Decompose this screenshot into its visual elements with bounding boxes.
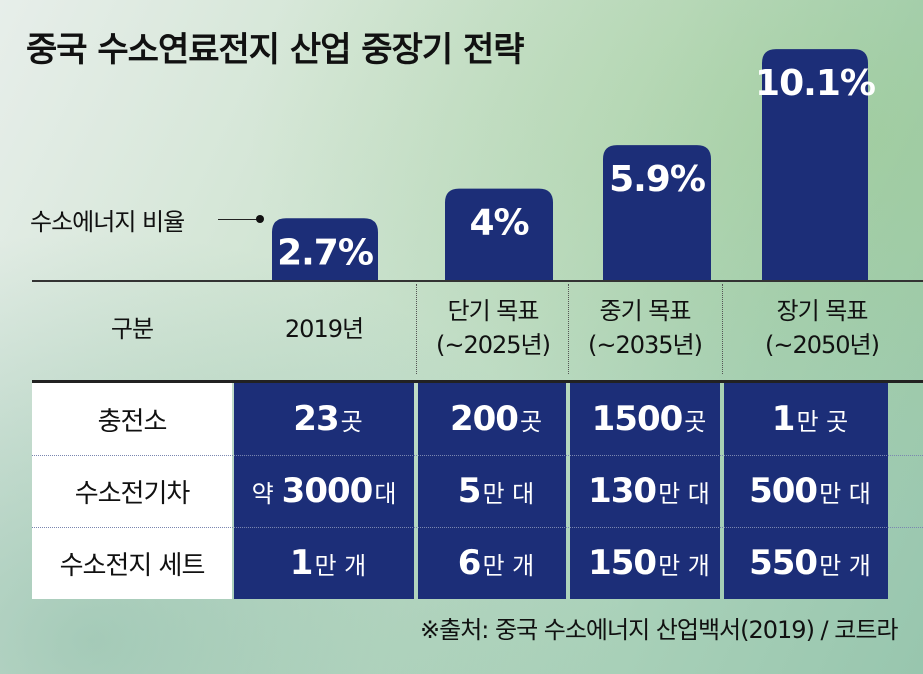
chart-title: 중국 수소연료전지 산업 중장기 전략 bbox=[26, 30, 525, 70]
cell-number: 550 bbox=[749, 543, 818, 583]
row-separator bbox=[32, 455, 923, 456]
cell-number: 1 bbox=[771, 399, 796, 439]
row-label-charging-stations: 충전소 bbox=[32, 383, 232, 455]
bar-1 bbox=[445, 188, 553, 280]
bar-value-label: 4% bbox=[469, 203, 528, 244]
bar-value-label: 5.9% bbox=[609, 159, 705, 200]
cell-number: 150 bbox=[588, 543, 657, 583]
row-label-fuel-cell-sets: 수소전지 세트 bbox=[32, 527, 232, 599]
cell-unit: 만 대 bbox=[482, 479, 535, 508]
cell-unit: 만 개 bbox=[482, 551, 535, 580]
cell-unit: 대 bbox=[374, 479, 397, 508]
header-label: 구분 bbox=[110, 315, 154, 343]
header-col-2019: 2019년 bbox=[234, 294, 414, 346]
bar-value-label: 2.7% bbox=[277, 232, 373, 273]
header-col-mid: 중기 목표 (~2035년) bbox=[570, 294, 720, 362]
bar-3 bbox=[762, 49, 868, 281]
header-col-line1: 중기 목표 bbox=[599, 297, 692, 325]
header-col-line2: (~2025년) bbox=[436, 331, 551, 359]
header-divider bbox=[416, 284, 417, 374]
row-separator bbox=[32, 527, 923, 528]
series-label: 수소에너지 비율 bbox=[30, 208, 185, 236]
table-cell: 23 곳 bbox=[234, 383, 414, 455]
table-top-rule bbox=[32, 380, 923, 383]
row-label-hydrogen-vehicles: 수소전기차 bbox=[32, 455, 232, 527]
bar-0 bbox=[272, 218, 378, 280]
cell-number: 1 bbox=[289, 543, 314, 583]
header-divider bbox=[722, 284, 723, 374]
header-col-line1: 단기 목표 bbox=[447, 297, 540, 325]
cell-number: 130 bbox=[588, 471, 657, 511]
header-col-line1: 2019년 bbox=[284, 315, 364, 343]
cell-number: 6 bbox=[457, 543, 482, 583]
header-col-short: 단기 목표 (~2025년) bbox=[418, 294, 568, 362]
table-cell: 550 만 개 bbox=[724, 527, 888, 599]
cell-unit: 곳 bbox=[519, 407, 543, 436]
header-col-line2: (~2035년) bbox=[588, 331, 703, 359]
cell-unit: 만 곳 bbox=[796, 407, 849, 436]
table-cell: 150 만 개 bbox=[570, 527, 720, 599]
table-cell: 1500 곳 bbox=[570, 383, 720, 455]
cell-number: 1500 bbox=[591, 399, 684, 439]
cell-unit: 곳 bbox=[684, 407, 707, 436]
source-note: ※출처: 중국 수소에너지 산업백서(2019) / 코트라 bbox=[420, 616, 899, 644]
cell-unit: 만 개 bbox=[819, 551, 871, 580]
cell-prefix: 약 bbox=[251, 479, 274, 508]
cell-unit: 만 개 bbox=[658, 551, 710, 580]
header-col-line1: 장기 목표 bbox=[776, 297, 869, 325]
series-pointer-line bbox=[218, 219, 260, 220]
header-col-line2: (~2050년) bbox=[765, 331, 880, 359]
table-cell: 130 만 대 bbox=[570, 455, 720, 527]
table-cell: 약 3000 대 bbox=[234, 455, 414, 527]
table-cell: 500 만 대 bbox=[724, 455, 888, 527]
cell-number: 3000 bbox=[281, 471, 374, 511]
chart-baseline bbox=[32, 280, 923, 282]
cell-number: 5 bbox=[457, 471, 482, 511]
cell-unit: 만 개 bbox=[314, 551, 367, 580]
cell-number: 200 bbox=[449, 399, 519, 439]
bar-value-label: 10.1% bbox=[755, 63, 875, 104]
cell-unit: 만 대 bbox=[658, 479, 710, 508]
cell-unit: 만 대 bbox=[819, 479, 871, 508]
table-cell: 200 곳 bbox=[418, 383, 566, 455]
series-pointer-dot bbox=[256, 215, 264, 223]
header-divider bbox=[568, 284, 569, 374]
cell-number: 23 bbox=[293, 399, 339, 439]
cell-unit: 곳 bbox=[340, 407, 363, 436]
bar-2 bbox=[603, 145, 711, 280]
cell-number: 500 bbox=[749, 471, 818, 511]
header-col-long: 장기 목표 (~2050년) bbox=[724, 294, 920, 362]
